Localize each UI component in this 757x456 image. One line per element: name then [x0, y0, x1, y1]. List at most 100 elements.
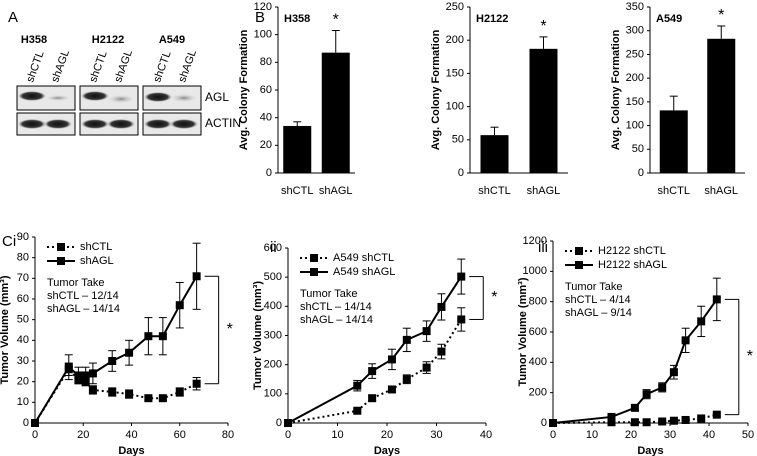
x-axis-label: Days [637, 445, 663, 456]
marker [353, 406, 362, 415]
chart-title: A549 [656, 13, 682, 25]
legend-label: H2122 shCTL [598, 245, 666, 257]
marker [630, 418, 639, 427]
band [18, 119, 46, 129]
y-tick-label: 0 [458, 167, 464, 179]
x-tick-label: shAGL [704, 185, 738, 197]
marker [437, 302, 446, 311]
y-tick-label: 80 [260, 56, 272, 68]
y-tick-label: 0 [276, 417, 282, 429]
lane-label: shCTL [151, 49, 173, 84]
significance: * [227, 321, 233, 338]
lane-label: shAGL [112, 48, 135, 84]
y-tick-label: 0 [23, 417, 29, 429]
marker [64, 363, 73, 372]
x-tick-label: 10 [586, 429, 598, 441]
cell-line: H358 [21, 34, 47, 46]
cell-line: H2122 [92, 34, 124, 46]
y-tick-label: 800 [529, 296, 547, 308]
x-tick-label: shCTL [478, 185, 510, 197]
x-axis-label: Days [374, 445, 400, 456]
y-axis-label: Tumor Volume (mm³) [0, 275, 11, 384]
panel-label: Ci [2, 233, 16, 250]
legend-label: A549 shCTL [333, 252, 394, 264]
y-tick-label: 150 [446, 67, 464, 79]
y-tick-label: 200 [446, 34, 464, 46]
y-tick-label: 20 [17, 376, 29, 388]
annotation: shAGL – 9/14 [565, 307, 632, 319]
marker [158, 332, 167, 341]
annotation: shAGL – 14/14 [300, 314, 373, 326]
marker [368, 367, 377, 376]
bar [529, 48, 558, 173]
y-tick-label: 400 [264, 300, 282, 312]
marker [81, 371, 90, 380]
annotation: shCTL – 14/14 [300, 301, 372, 313]
y-tick-label: 40 [260, 112, 272, 124]
marker [669, 368, 678, 377]
marker [108, 388, 117, 396]
marker [697, 317, 706, 326]
band [170, 119, 198, 129]
annotation: shCTL – 4/14 [565, 294, 631, 306]
marker [88, 369, 97, 378]
x-tick-label: 30 [430, 429, 442, 441]
y-axis-label: Avg. Colony Formation [430, 29, 442, 150]
y-tick-label: 200 [626, 72, 644, 84]
bar [707, 38, 736, 173]
bar [283, 125, 312, 173]
x-tick-label: 60 [174, 429, 186, 441]
y-tick-label: 100 [264, 388, 282, 400]
marker [712, 295, 721, 304]
marker [88, 385, 97, 394]
marker [437, 347, 446, 356]
y-tick-label: 200 [264, 359, 282, 371]
marker [284, 419, 292, 427]
y-tick-label: 40 [17, 334, 29, 346]
cell-line: A549 [159, 34, 185, 46]
marker [422, 327, 431, 336]
band [144, 119, 172, 129]
marker [422, 363, 431, 372]
y-tick-label: 300 [626, 25, 644, 37]
significance: * [491, 289, 497, 306]
y-tick-label: 30 [17, 355, 29, 367]
lane-label: shAGL [176, 48, 199, 84]
bar [321, 52, 350, 173]
x-tick-label: 10 [331, 429, 343, 441]
lane-label: shAGL [49, 48, 72, 84]
y-tick-label: 50 [632, 143, 644, 155]
series-line [552, 413, 718, 424]
marker [74, 371, 83, 380]
y-tick-label: 400 [529, 356, 547, 368]
panel-label: B [255, 9, 265, 26]
band [81, 91, 109, 101]
panel-label: A [8, 9, 18, 26]
panel-label: iii [538, 239, 548, 256]
lane-label: shCTL [87, 49, 109, 84]
protein-label: AGL [205, 90, 229, 104]
band [144, 92, 172, 102]
x-tick-label: 0 [550, 429, 556, 441]
band [44, 119, 72, 129]
x-tick-label: shAGL [527, 185, 561, 197]
x-tick-label: 40 [703, 429, 715, 441]
y-tick-label: 90 [17, 231, 29, 243]
y-tick-label: 100 [254, 29, 272, 41]
annotation: Tumor Take [300, 288, 357, 300]
legend-label: A549 shAGL [333, 266, 395, 278]
marker [712, 410, 721, 419]
significance: * [333, 12, 339, 29]
lane-label: shCTL [24, 49, 46, 84]
x-tick-label: 80 [222, 429, 234, 441]
x-tick-label: 40 [125, 429, 137, 441]
legend-marker [575, 247, 583, 255]
western-blot: A H358 H2122 A549 shCTL shAGL shCTL shAG… [8, 9, 241, 136]
marker [402, 375, 411, 384]
marker [144, 332, 153, 341]
marker [31, 419, 39, 427]
legend-marker [575, 261, 583, 269]
marker [175, 388, 184, 396]
y-tick-label: 0 [266, 167, 272, 179]
y-axis-label: Avg. Colony Formation [238, 29, 250, 150]
